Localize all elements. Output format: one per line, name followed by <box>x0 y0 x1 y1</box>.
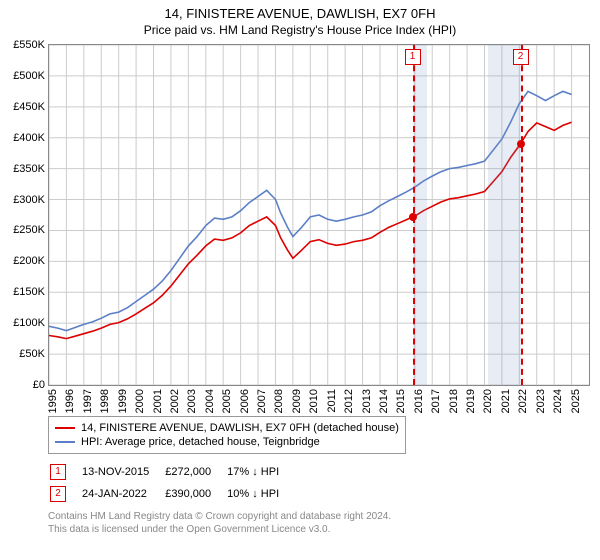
x-tick-label: 2013 <box>361 389 373 413</box>
sale-date: 24-JAN-2022 <box>82 484 163 504</box>
sale-price: £272,000 <box>165 462 225 482</box>
legend-box: 14, FINISTERE AVENUE, DAWLISH, EX7 0FH (… <box>48 416 406 454</box>
legend-label: 14, FINISTERE AVENUE, DAWLISH, EX7 0FH (… <box>81 422 399 434</box>
x-tick-label: 2025 <box>570 389 582 413</box>
y-tick-label: £250K <box>13 224 45 236</box>
y-tick-label: £0 <box>33 379 45 391</box>
legend-swatch <box>55 441 75 443</box>
x-tick-label: 2018 <box>448 389 460 413</box>
x-tick-label: 2016 <box>413 389 425 413</box>
shaded-band <box>488 45 521 385</box>
x-tick-label: 2000 <box>134 389 146 413</box>
y-tick-label: £350K <box>13 163 45 175</box>
sale-number-box: 2 <box>50 486 66 502</box>
sale-marker-box: 2 <box>513 49 529 65</box>
sale-marker-box: 1 <box>405 49 421 65</box>
y-tick-label: £50K <box>19 348 45 360</box>
sales-table: 1 13-NOV-2015£272,00017% ↓ HPI 2 24-JAN-202… <box>48 460 295 506</box>
y-tick-label: £100K <box>13 317 45 329</box>
x-tick-label: 2008 <box>273 389 285 413</box>
x-tick-label: 2022 <box>517 389 529 413</box>
x-tick-label: 2012 <box>343 389 355 413</box>
x-tick-label: 2011 <box>326 389 338 413</box>
legend-swatch <box>55 427 75 429</box>
x-tick-label: 1995 <box>47 389 59 413</box>
x-tick-label: 1997 <box>82 389 94 413</box>
sale-number-box: 1 <box>50 464 66 480</box>
sale-marker-dot <box>409 213 417 221</box>
sales-row: 2 24-JAN-2022£390,00010% ↓ HPI <box>50 484 293 504</box>
y-tick-label: £450K <box>13 101 45 113</box>
sale-marker-line <box>521 45 523 385</box>
legend-label: HPI: Average price, detached house, Teig… <box>81 436 320 448</box>
sales-row: 1 13-NOV-2015£272,00017% ↓ HPI <box>50 462 293 482</box>
x-tick-label: 2005 <box>221 389 233 413</box>
legend-row: 14, FINISTERE AVENUE, DAWLISH, EX7 0FH (… <box>55 421 399 435</box>
x-tick-label: 2023 <box>535 389 547 413</box>
x-tick-label: 2019 <box>465 389 477 413</box>
x-tick-label: 2017 <box>430 389 442 413</box>
sale-marker-dot <box>517 140 525 148</box>
y-tick-label: £550K <box>13 39 45 51</box>
sale-price: £390,000 <box>165 484 225 504</box>
y-tick-label: £400K <box>13 132 45 144</box>
sale-date: 13-NOV-2015 <box>82 462 163 482</box>
x-tick-label: 2024 <box>552 389 564 413</box>
sale-delta: 17% ↓ HPI <box>227 462 293 482</box>
chart-area: £0£50K£100K£150K£200K£250K£300K£350K£400… <box>48 44 590 386</box>
chart-title: 14, FINISTERE AVENUE, DAWLISH, EX7 0FH <box>0 0 600 21</box>
x-tick-label: 2010 <box>308 389 320 413</box>
chart-subtitle: Price paid vs. HM Land Registry's House … <box>0 21 600 41</box>
x-tick-label: 2006 <box>239 389 251 413</box>
x-tick-label: 2015 <box>395 389 407 413</box>
x-tick-label: 2014 <box>378 389 390 413</box>
y-tick-label: £200K <box>13 255 45 267</box>
y-tick-label: £150K <box>13 286 45 298</box>
footer-line-1: Contains HM Land Registry data © Crown c… <box>48 510 391 523</box>
y-tick-label: £500K <box>13 70 45 82</box>
x-tick-label: 1996 <box>64 389 76 413</box>
footer-attribution: Contains HM Land Registry data © Crown c… <box>48 510 391 536</box>
x-tick-label: 2001 <box>152 389 164 413</box>
legend-row: HPI: Average price, detached house, Teig… <box>55 435 399 449</box>
sale-delta: 10% ↓ HPI <box>227 484 293 504</box>
x-tick-label: 2009 <box>291 389 303 413</box>
x-tick-label: 2002 <box>169 389 181 413</box>
x-tick-label: 2004 <box>204 389 216 413</box>
footer-line-2: This data is licensed under the Open Gov… <box>48 523 391 536</box>
x-tick-label: 2020 <box>482 389 494 413</box>
x-tick-label: 1999 <box>117 389 129 413</box>
x-tick-label: 1998 <box>99 389 111 413</box>
x-tick-label: 2021 <box>500 389 512 413</box>
x-tick-label: 2003 <box>186 389 198 413</box>
x-tick-label: 2007 <box>256 389 268 413</box>
y-tick-label: £300K <box>13 194 45 206</box>
